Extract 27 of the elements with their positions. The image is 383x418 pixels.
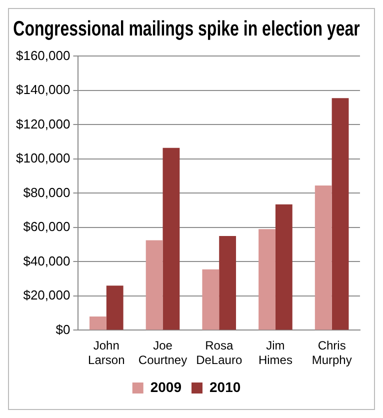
bar: [202, 269, 220, 330]
y-tick-label: $20,000: [23, 288, 70, 303]
bar: [89, 316, 106, 330]
x-tick-label: Joe Courtney: [138, 338, 188, 368]
chart-title: Congressional mailings spike in election year: [13, 16, 360, 40]
bar: [258, 229, 276, 330]
y-tick-label: $60,000: [23, 219, 70, 234]
y-tick-label: $140,000: [16, 82, 70, 98]
x-tick-label: John Larson: [88, 338, 125, 368]
bar: [146, 240, 163, 330]
bar: [162, 148, 180, 330]
legend-label: 2009: [150, 378, 182, 395]
bar: [106, 286, 124, 330]
x-tick-label: Chris Murphy: [312, 338, 352, 368]
y-tick-label: $0: [56, 322, 70, 337]
y-tick-label: $40,000: [23, 253, 70, 268]
bar: [219, 236, 236, 330]
y-tick-label: $80,000: [23, 184, 70, 200]
y-tick-label: $120,000: [16, 116, 70, 132]
x-tick-label: Rosa DeLauro: [196, 338, 242, 368]
y-tick-label: $160,000: [16, 48, 70, 63]
bar: [275, 204, 292, 330]
bar: [314, 185, 332, 330]
bar: [332, 98, 349, 330]
legend-label: 2010: [210, 378, 241, 395]
y-tick-label: $100,000: [16, 150, 70, 166]
x-tick-label: Jim Himes: [258, 338, 292, 368]
